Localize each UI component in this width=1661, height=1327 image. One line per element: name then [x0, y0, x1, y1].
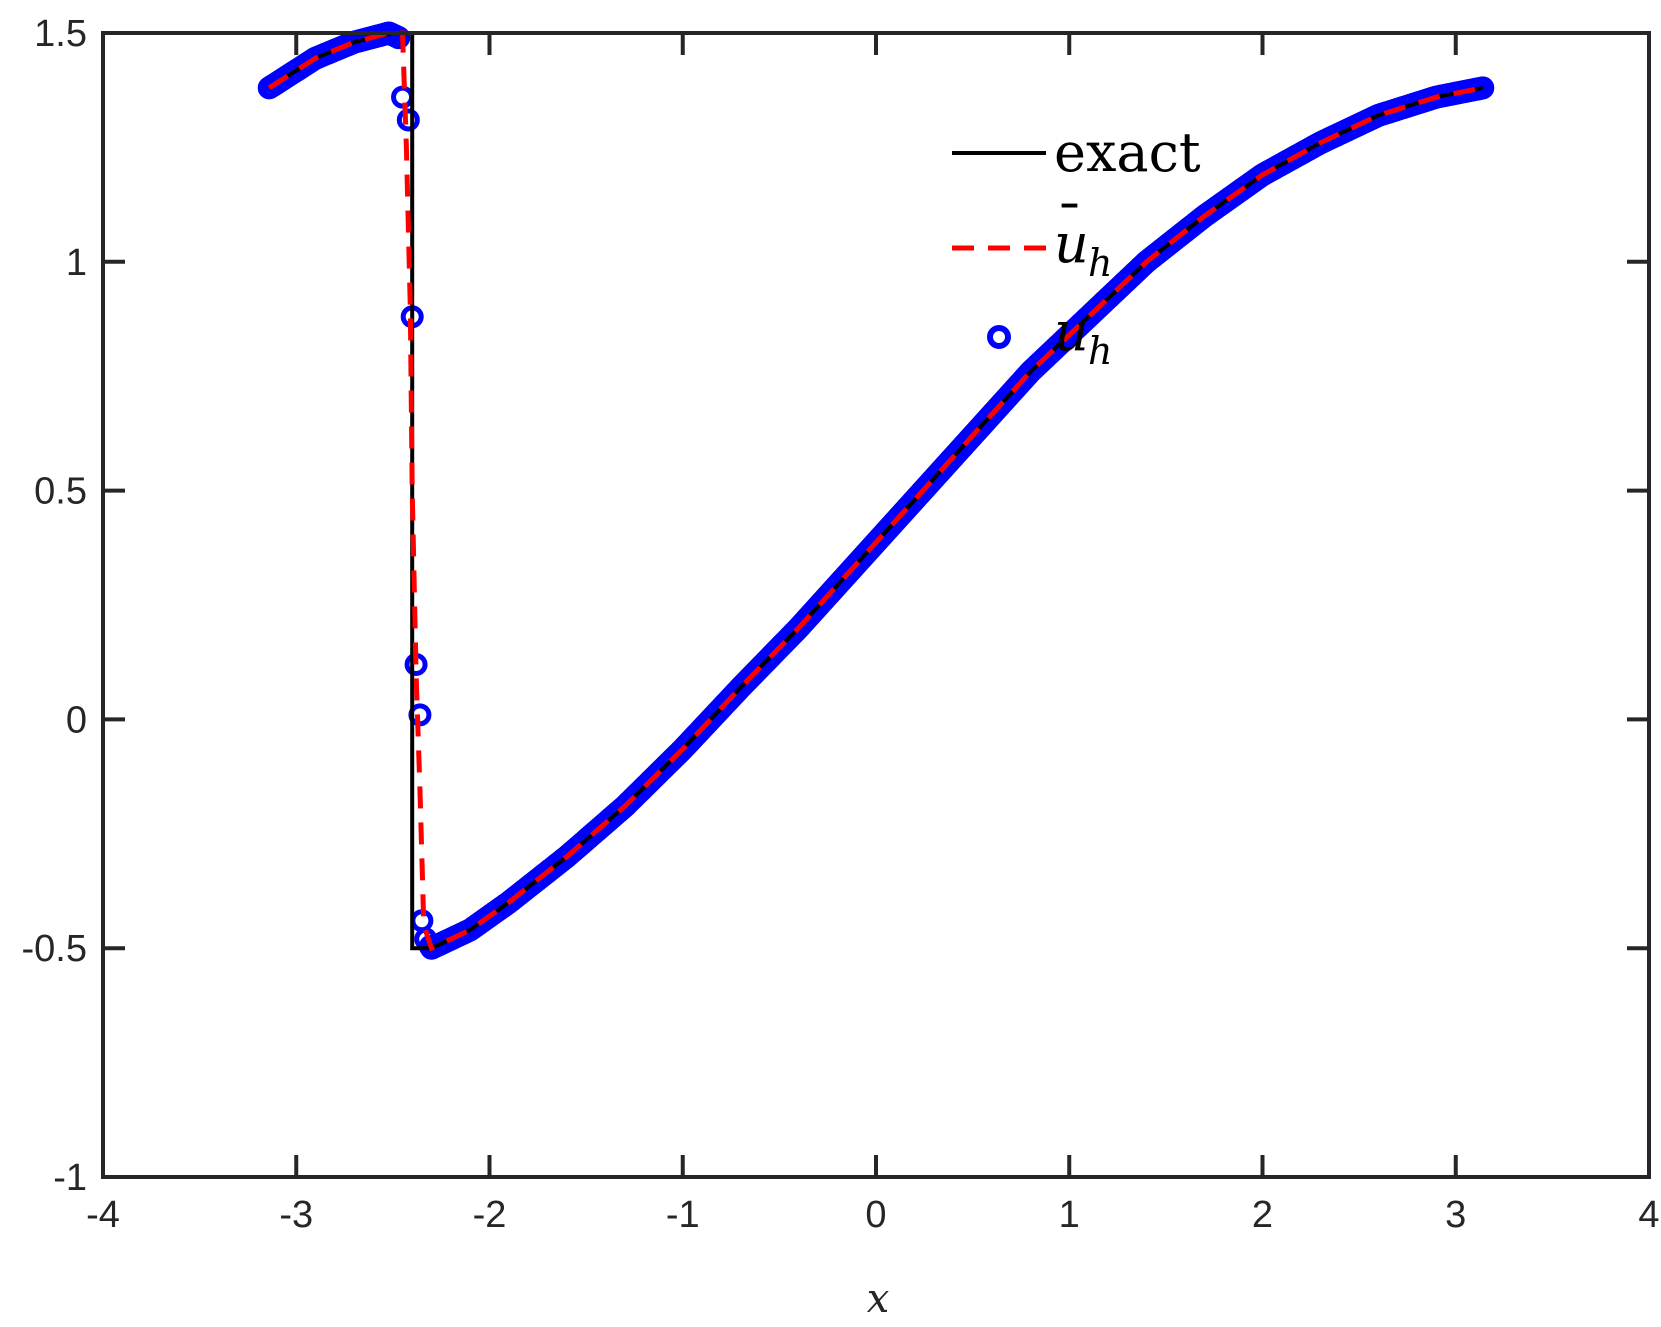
- y-tick-label: 1.5: [34, 13, 87, 55]
- y-tick-label: -1: [53, 1157, 87, 1199]
- axis-tick-labels: -4 -3 -2 -1 0 1 2 3 4 -1 -0.5 0 0.5 1 1.5: [22, 13, 1660, 1236]
- y-tick-label: -0.5: [22, 928, 87, 970]
- axes-box: [101, 31, 1651, 1179]
- legend-uh-bar-accent: ¯: [1056, 194, 1083, 257]
- x-tick-label: 1: [1059, 1194, 1080, 1236]
- y-tick-label: 0.5: [34, 471, 87, 513]
- plot-frame: [101, 31, 1651, 1179]
- x-tick-label: 0: [865, 1194, 886, 1236]
- series-uh: [257, 21, 1495, 960]
- x-tick-label: 2: [1252, 1194, 1273, 1236]
- x-tick-label: -2: [473, 1194, 507, 1236]
- axis-ticks: [101, 31, 1651, 1179]
- legend-uh-base: u: [1054, 300, 1089, 363]
- legend-label-uh: u h: [1054, 300, 1112, 373]
- plot-series: [257, 21, 1495, 960]
- x-axis-label: x: [867, 1276, 890, 1322]
- x-tick-label: 4: [1638, 1194, 1659, 1236]
- series-uh-bar: [267, 30, 1484, 952]
- x-tick-label: 3: [1445, 1194, 1466, 1236]
- legend-label-uh-bar: u ¯ h: [1054, 194, 1112, 285]
- marker-uh: [396, 108, 420, 132]
- x-tick-label: -1: [666, 1194, 700, 1236]
- x-tick-label: -4: [86, 1194, 120, 1236]
- legend-swatch-uh: [987, 325, 1011, 349]
- marker-uh: [387, 26, 411, 50]
- y-tick-label: 1: [66, 242, 87, 284]
- legend: exact u ¯ h u h: [952, 121, 1201, 373]
- legend-uh-subscript: h: [1088, 329, 1112, 373]
- legend-uh-bar-subscript: h: [1088, 241, 1112, 285]
- y-tick-label: 0: [66, 699, 87, 741]
- x-tick-label: -3: [279, 1194, 313, 1236]
- legend-uh-bar-base: u: [1054, 212, 1089, 275]
- series-exact: [268, 31, 1484, 951]
- legend-label-exact: exact: [1054, 121, 1201, 184]
